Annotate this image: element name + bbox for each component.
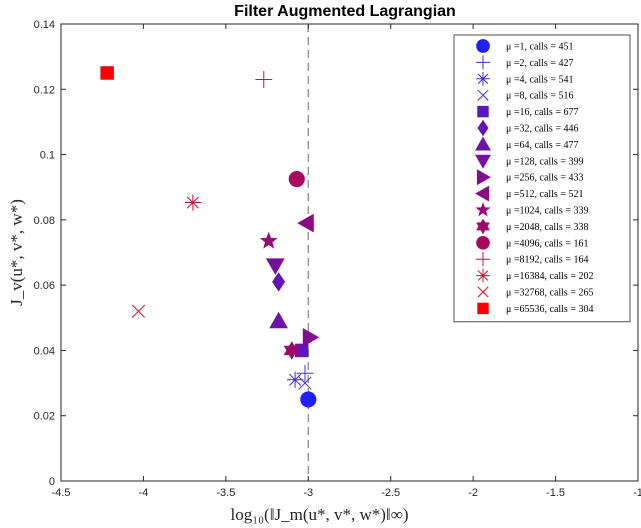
legend-entry: μ =64, calls = 477 bbox=[506, 140, 578, 151]
y-tick-label: 0.12 bbox=[34, 84, 55, 96]
data-point bbox=[288, 170, 305, 188]
legend-marker bbox=[475, 55, 491, 70]
data-point bbox=[298, 376, 312, 390]
data-point bbox=[265, 258, 285, 275]
data-point bbox=[296, 364, 314, 382]
x-tick-label: -3 bbox=[303, 487, 313, 499]
legend-marker bbox=[477, 89, 489, 101]
legend-marker bbox=[476, 218, 490, 235]
y-tick-label: 0.06 bbox=[34, 280, 55, 292]
x-tick-label: -2.5 bbox=[381, 487, 400, 499]
data-points bbox=[100, 66, 320, 408]
legend-entry: μ =8192, calls = 164 bbox=[506, 255, 588, 266]
data-point bbox=[300, 391, 317, 408]
x-tick-label: -2 bbox=[468, 487, 478, 499]
x-tick-label: -3.5 bbox=[216, 487, 235, 499]
y-tick-label: 0.02 bbox=[34, 411, 55, 423]
legend-entry: μ =16, calls = 677 bbox=[506, 107, 578, 118]
legend-marker bbox=[475, 185, 490, 202]
legend-entry: μ =16384, calls = 202 bbox=[506, 271, 593, 282]
legend-marker bbox=[476, 235, 490, 250]
x-axis-label: log₁₀(‖J_m(u*, v*, w*)‖∞) bbox=[230, 505, 408, 524]
legend-entry: μ =8, calls = 516 bbox=[506, 91, 573, 102]
data-point bbox=[302, 328, 320, 347]
x-tick-label: -4.5 bbox=[52, 487, 71, 499]
legend-entry: μ =128, calls = 399 bbox=[506, 156, 583, 167]
legend-entry: μ =1024, calls = 339 bbox=[506, 206, 588, 217]
ticks: -4.5 -4 -3.5 -3 -2.5 -2 -1.5 -1 0 0.02 0.04 0.06 0.0… bbox=[34, 19, 641, 499]
legend-entry: μ =256, calls = 433 bbox=[506, 173, 583, 184]
y-tick-label: 0 bbox=[49, 476, 55, 488]
x-tick-label: -4 bbox=[139, 487, 149, 499]
legend-entry: μ =65536, calls = 304 bbox=[506, 304, 593, 315]
data-point bbox=[272, 272, 286, 292]
data-point bbox=[100, 66, 114, 80]
legend-marker bbox=[476, 71, 490, 86]
legend-marker bbox=[477, 286, 489, 298]
y-tick-label: 0.08 bbox=[34, 215, 55, 227]
data-point bbox=[255, 71, 273, 88]
legend-marker bbox=[476, 169, 491, 186]
chart-title: Filter Augmented Lagrangian bbox=[234, 3, 456, 20]
y-tick-label: 0.04 bbox=[34, 345, 55, 357]
data-point bbox=[287, 371, 304, 388]
legend-marker bbox=[475, 202, 491, 217]
y-axis-label: J_v(u*, v*, w*) bbox=[7, 199, 26, 306]
x-axis-label-group: log₁₀(‖J_m(u*, v*, w*)‖∞) bbox=[230, 505, 408, 524]
data-point bbox=[259, 231, 278, 249]
data-point bbox=[297, 213, 314, 233]
legend-entry: μ =1, calls = 451 bbox=[506, 42, 573, 53]
y-tick-label: 0.14 bbox=[34, 19, 55, 31]
legend-marker bbox=[475, 154, 491, 169]
legend-entry: μ =2048, calls = 338 bbox=[506, 222, 588, 233]
legend-marker bbox=[477, 119, 489, 137]
legend-entry: μ =4, calls = 541 bbox=[506, 74, 573, 85]
data-point bbox=[184, 194, 201, 211]
data-point bbox=[283, 341, 300, 360]
data-point bbox=[131, 304, 146, 318]
y-axis-label-group: J_v(u*, v*, w*) bbox=[7, 199, 26, 306]
data-point bbox=[269, 311, 288, 329]
x-tick-label: -1.5 bbox=[546, 487, 565, 499]
x-tick-label: -1 bbox=[633, 487, 641, 499]
legend: μ =1, calls = 451 μ =2, calls = 427 μ =4, … bbox=[453, 34, 631, 323]
legend-entry: μ =32768, calls = 265 bbox=[506, 288, 593, 299]
legend-entry: μ =4096, calls = 161 bbox=[506, 238, 588, 249]
legend-entry: μ =512, calls = 521 bbox=[506, 189, 583, 200]
legend-marker bbox=[477, 302, 489, 315]
legend-entry: μ =32, calls = 446 bbox=[506, 124, 578, 135]
legend-marker bbox=[475, 136, 491, 151]
legend-marker bbox=[477, 105, 489, 118]
y-tick-label: 0.1 bbox=[40, 150, 55, 162]
legend-entry: μ =2, calls = 427 bbox=[506, 58, 573, 69]
legend-marker bbox=[475, 252, 491, 267]
legend-marker bbox=[476, 268, 490, 283]
legend-marker bbox=[476, 39, 490, 53]
